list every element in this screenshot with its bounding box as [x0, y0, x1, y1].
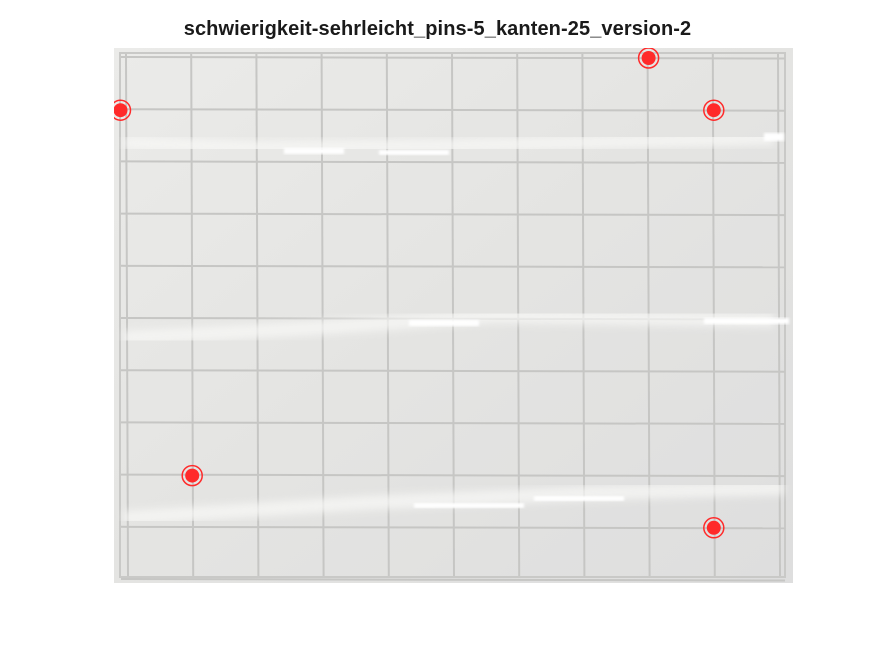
- pin-marker-ring: [181, 464, 203, 487]
- figure-title: schwierigkeit-sehrleicht_pins-5_kanten-2…: [183, 18, 692, 40]
- grid-horizontal-line: [120, 108, 786, 112]
- pin-marker: [114, 103, 128, 118]
- pin-marker-ring: [703, 517, 725, 539]
- grid-horizontal-line: [120, 369, 786, 373]
- grid-horizontal-line: [120, 264, 786, 269]
- glare-highlight: [379, 150, 449, 155]
- grid-horizontal-line: [120, 473, 786, 478]
- glare-highlight: [764, 133, 784, 141]
- glare-streak: [123, 308, 775, 345]
- glare-highlight: [414, 503, 524, 508]
- grid-board: [114, 48, 793, 583]
- pin-marker: [706, 103, 721, 118]
- glare-highlight: [409, 320, 479, 326]
- pin-marker: [706, 520, 721, 535]
- pin-marker: [641, 51, 656, 65]
- glare-highlight: [284, 148, 344, 154]
- pin-marker-ring: [114, 99, 132, 121]
- pin-marker-ring: [703, 99, 725, 121]
- grid-horizontal-line: [120, 525, 786, 530]
- glare-streak: [123, 131, 775, 156]
- glare-streak: [123, 481, 785, 525]
- grid-horizontal-line: [120, 578, 786, 582]
- pin-marker-ring: [637, 48, 660, 69]
- glare-highlight: [704, 318, 789, 324]
- grid-horizontal-line: [120, 160, 786, 164]
- pins: [114, 48, 725, 539]
- grid-horizontal-line: [120, 56, 786, 60]
- whiteboard-photo: [114, 48, 793, 583]
- grid-horizontal-line: [120, 212, 786, 217]
- grid-horizontal-line: [120, 421, 786, 425]
- glare-highlight: [534, 496, 624, 501]
- glare-reflections: [123, 131, 789, 525]
- board-frame: [119, 52, 786, 578]
- pin-marker: [185, 468, 200, 483]
